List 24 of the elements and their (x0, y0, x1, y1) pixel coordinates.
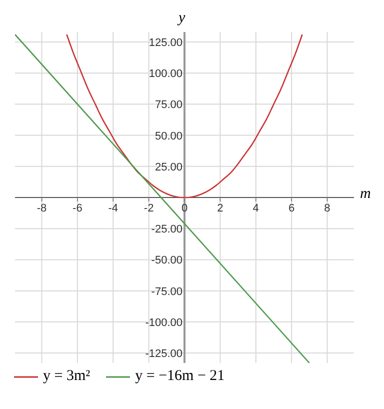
x-tick-label: 8 (324, 202, 330, 214)
y-tick-label: 75.00 (154, 99, 182, 112)
x-tick-label: -6 (72, 202, 82, 214)
y-tick-label: 125.00 (148, 36, 182, 49)
x-tick-label: -4 (108, 202, 118, 214)
y-tick-label: -25.00 (151, 224, 182, 236)
y-tick-label: 50.00 (154, 130, 182, 142)
y-tick-label: -50.00 (151, 254, 182, 267)
y-tick-label: 100.00 (148, 68, 182, 80)
x-tick-label: 6 (288, 202, 295, 214)
x-tick-label: 4 (252, 202, 259, 214)
y-tick-label: -75.00 (151, 286, 182, 298)
y-axis-title: y (178, 10, 186, 27)
x-tick-label: 0 (181, 202, 188, 214)
y-tick-label: -125.00 (145, 348, 182, 360)
line-series (66, 34, 303, 198)
x-tick-label: -8 (36, 202, 47, 214)
y-tick-label: 25.00 (154, 161, 182, 174)
legend-label: y = −16m − 21 (135, 368, 225, 385)
x-axis-title: m (360, 186, 371, 202)
x-tick-label: -2 (144, 202, 154, 214)
legend-label: y = 3m² (43, 368, 90, 385)
y-tick-label: -100.00 (145, 316, 182, 329)
x-tick-label: 2 (217, 202, 224, 214)
